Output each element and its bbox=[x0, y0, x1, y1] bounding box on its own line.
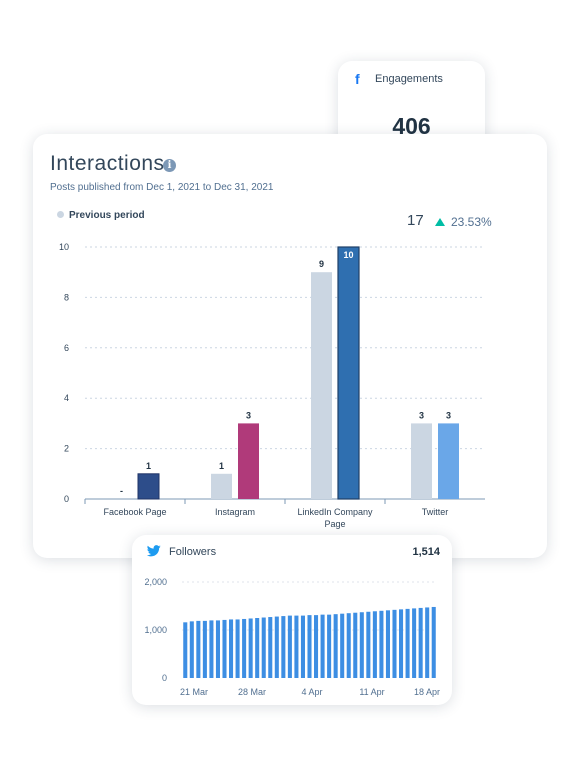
follower-bar bbox=[229, 619, 234, 678]
y-tick-label: 4 bbox=[64, 393, 69, 403]
follower-bar bbox=[281, 616, 286, 678]
x-tick-label: Twitter bbox=[422, 507, 449, 517]
y-tick-label: 2,000 bbox=[144, 577, 167, 587]
arrow-up-icon bbox=[435, 218, 445, 226]
bar-current bbox=[438, 423, 459, 499]
y-tick-label: 0 bbox=[64, 494, 69, 504]
y-tick-label: 2 bbox=[64, 444, 69, 454]
y-tick-label: 8 bbox=[64, 292, 69, 302]
follower-bar bbox=[399, 609, 404, 678]
follower-bar bbox=[314, 615, 319, 678]
bar-current bbox=[337, 246, 360, 500]
facebook-icon: f bbox=[355, 71, 360, 87]
follower-bar bbox=[300, 615, 305, 678]
follower-bar bbox=[248, 618, 253, 678]
follower-bar bbox=[242, 618, 247, 678]
follower-bar bbox=[235, 619, 240, 678]
follower-bar bbox=[287, 615, 292, 678]
follower-bar bbox=[222, 619, 227, 678]
legend-label-previous: Previous period bbox=[69, 210, 145, 221]
follower-bar bbox=[209, 620, 214, 678]
follower-bar bbox=[346, 613, 351, 678]
interactions-change: 23.53% bbox=[435, 215, 492, 229]
follower-bar bbox=[405, 608, 410, 678]
follower-bar bbox=[215, 620, 220, 678]
follower-bar bbox=[261, 617, 266, 678]
follower-bar bbox=[379, 610, 384, 678]
followers-chart: 2,000 1,000 0 21 Mar 28 Mar 4 Apr 11 Apr 18 Apr bbox=[144, 577, 440, 697]
data-label: 3 bbox=[446, 410, 451, 420]
follower-bar bbox=[307, 615, 312, 678]
follower-bar bbox=[196, 620, 201, 678]
x-tick-label: Facebook Page bbox=[103, 507, 166, 517]
follower-bar bbox=[294, 615, 299, 678]
x-tick-label: LinkedIn Company Page bbox=[297, 507, 373, 529]
x-tick-label: Instagram bbox=[215, 507, 255, 517]
y-tick-label: 1,000 bbox=[144, 625, 167, 635]
follower-bar bbox=[189, 621, 194, 678]
x-tick-label: 11 Apr bbox=[359, 687, 384, 697]
data-label: - bbox=[120, 486, 123, 496]
follower-bar bbox=[412, 608, 417, 678]
data-label: 3 bbox=[246, 410, 251, 420]
bar-previous bbox=[411, 423, 432, 499]
followers-card: Followers 1,514 2,000 1,000 0 21 Mar 28 Mar 4… bbox=[132, 535, 452, 705]
follower-bar bbox=[327, 614, 332, 678]
followers-value: 1,514 bbox=[412, 546, 440, 558]
data-label: 9 bbox=[319, 259, 324, 269]
x-tick-label: 18 Apr bbox=[414, 687, 440, 697]
bar-current bbox=[238, 423, 259, 499]
bar-previous bbox=[311, 272, 332, 499]
info-icon[interactable]: i bbox=[163, 159, 176, 172]
follower-bar bbox=[333, 614, 338, 678]
date-range-subtitle: Posts published from Dec 1, 2021 to Dec … bbox=[50, 182, 274, 193]
bar-previous bbox=[211, 473, 232, 499]
follower-bar bbox=[372, 611, 377, 678]
y-tick-label: 0 bbox=[162, 673, 167, 683]
data-label: 1 bbox=[146, 461, 151, 471]
interactions-title: Interactions bbox=[50, 152, 165, 175]
engagements-label: Engagements bbox=[375, 73, 443, 85]
follower-bar bbox=[255, 618, 260, 678]
x-tick-label: 4 Apr bbox=[301, 687, 322, 697]
follower-bar bbox=[418, 607, 423, 678]
legend[interactable]: Previous period bbox=[57, 210, 145, 221]
x-tick-label: 21 Mar bbox=[180, 687, 208, 697]
interactions-total: 17 bbox=[407, 212, 424, 229]
follower-bar bbox=[353, 612, 358, 678]
x-tick-label: 28 Mar bbox=[238, 687, 266, 697]
follower-bar bbox=[268, 617, 273, 678]
follower-bar bbox=[359, 612, 364, 678]
follower-bar bbox=[320, 614, 325, 678]
interactions-card: Interactions i Posts published from Dec … bbox=[33, 134, 547, 558]
twitter-icon bbox=[147, 545, 161, 557]
follower-bar bbox=[392, 609, 397, 678]
interactions-chart: 0 2 4 6 8 10 Facebook Page - 1 Instagram 1 3 LinkedI… bbox=[59, 242, 485, 529]
follower-bar bbox=[425, 607, 430, 678]
change-value: 23.53% bbox=[451, 215, 492, 229]
y-tick-label: 10 bbox=[59, 242, 69, 252]
y-tick-label: 6 bbox=[64, 343, 69, 353]
legend-dot-previous bbox=[57, 210, 64, 218]
data-label: 3 bbox=[419, 410, 424, 420]
bar-current bbox=[137, 473, 160, 500]
follower-bar bbox=[385, 610, 390, 678]
followers-label: Followers bbox=[169, 546, 217, 558]
follower-bar bbox=[274, 616, 279, 678]
follower-bar bbox=[431, 606, 436, 678]
data-label: 1 bbox=[219, 461, 224, 471]
follower-bar bbox=[340, 613, 345, 678]
follower-bar bbox=[366, 611, 371, 678]
follower-bar bbox=[202, 620, 207, 678]
data-label: 10 bbox=[343, 250, 353, 260]
follower-bar bbox=[183, 622, 188, 678]
